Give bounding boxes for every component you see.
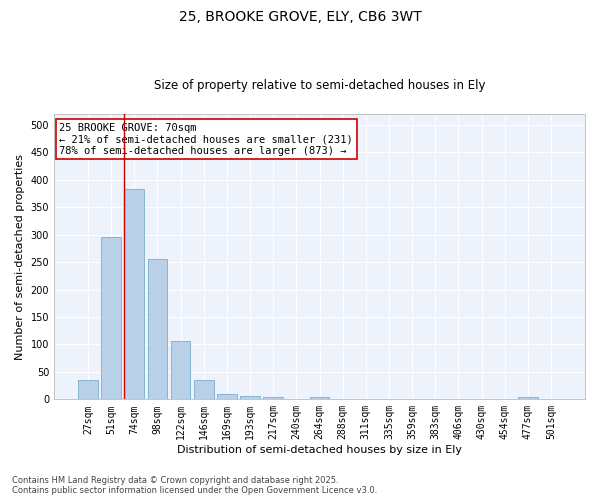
Bar bbox=[240, 396, 260, 400]
Bar bbox=[171, 340, 190, 400]
Bar bbox=[124, 189, 144, 400]
X-axis label: Distribution of semi-detached houses by size in Ely: Distribution of semi-detached houses by … bbox=[177, 445, 462, 455]
Bar bbox=[78, 380, 98, 400]
Text: 25 BROOKE GROVE: 70sqm
← 21% of semi-detached houses are smaller (231)
78% of se: 25 BROOKE GROVE: 70sqm ← 21% of semi-det… bbox=[59, 122, 353, 156]
Text: 25, BROOKE GROVE, ELY, CB6 3WT: 25, BROOKE GROVE, ELY, CB6 3WT bbox=[179, 10, 421, 24]
Bar bbox=[194, 380, 214, 400]
Bar bbox=[310, 397, 329, 400]
Y-axis label: Number of semi-detached properties: Number of semi-detached properties bbox=[15, 154, 25, 360]
Bar bbox=[217, 394, 237, 400]
Bar bbox=[518, 397, 538, 400]
Bar bbox=[101, 238, 121, 400]
Title: Size of property relative to semi-detached houses in Ely: Size of property relative to semi-detach… bbox=[154, 79, 485, 92]
Text: Contains HM Land Registry data © Crown copyright and database right 2025.
Contai: Contains HM Land Registry data © Crown c… bbox=[12, 476, 377, 495]
Bar bbox=[148, 260, 167, 400]
Bar bbox=[263, 397, 283, 400]
